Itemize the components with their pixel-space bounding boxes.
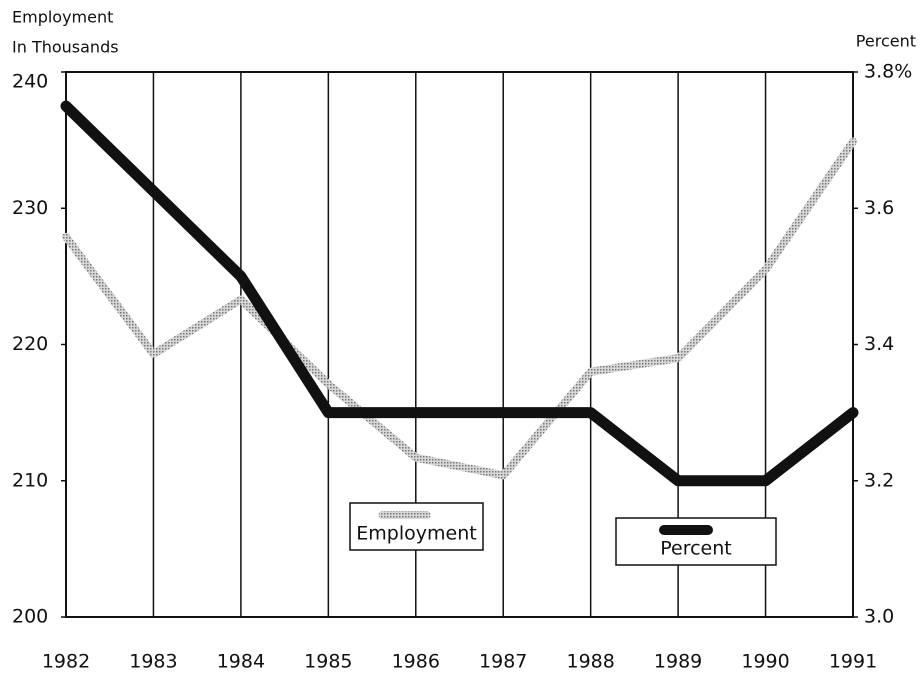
x-tick-label: 1984 (217, 651, 265, 673)
y-tick-label: 220 (12, 333, 48, 355)
y-tick-label: 200 (12, 606, 48, 628)
series-line (60, 100, 859, 487)
legend-label: Percent (660, 538, 732, 560)
x-tick-label: 1985 (304, 651, 352, 673)
y2-tick-label: 3.4 (864, 333, 894, 355)
x-tick-label: 1990 (741, 651, 789, 673)
series-line (62, 137, 857, 480)
x-tick-label: 1988 (566, 651, 614, 673)
y-axis-label: Employment (12, 8, 113, 27)
legend-box (349, 502, 484, 551)
x-tick-label: 1983 (129, 651, 177, 673)
x-tick-label: 1987 (479, 651, 527, 673)
x-tick-label: 1991 (829, 651, 877, 673)
y2-tick-label: 3.0 (864, 606, 894, 628)
legend-box (615, 517, 777, 566)
y-tick-label: 240 (12, 71, 48, 93)
x-tick-label: 1989 (654, 651, 702, 673)
x-tick-label: 1986 (392, 651, 440, 673)
y2-tick-label: 3.6 (864, 197, 894, 219)
legend-label: Employment (356, 523, 476, 545)
x-tick-label: 1982 (42, 651, 90, 673)
y-tick-label: 210 (12, 469, 48, 491)
y-tick-label: 230 (12, 197, 48, 219)
y2-tick-label: 3.8% (864, 61, 912, 83)
y-axis-label: In Thousands (12, 38, 119, 57)
y2-tick-label: 3.2 (864, 469, 894, 491)
y2-axis-label: Percent (856, 32, 916, 51)
